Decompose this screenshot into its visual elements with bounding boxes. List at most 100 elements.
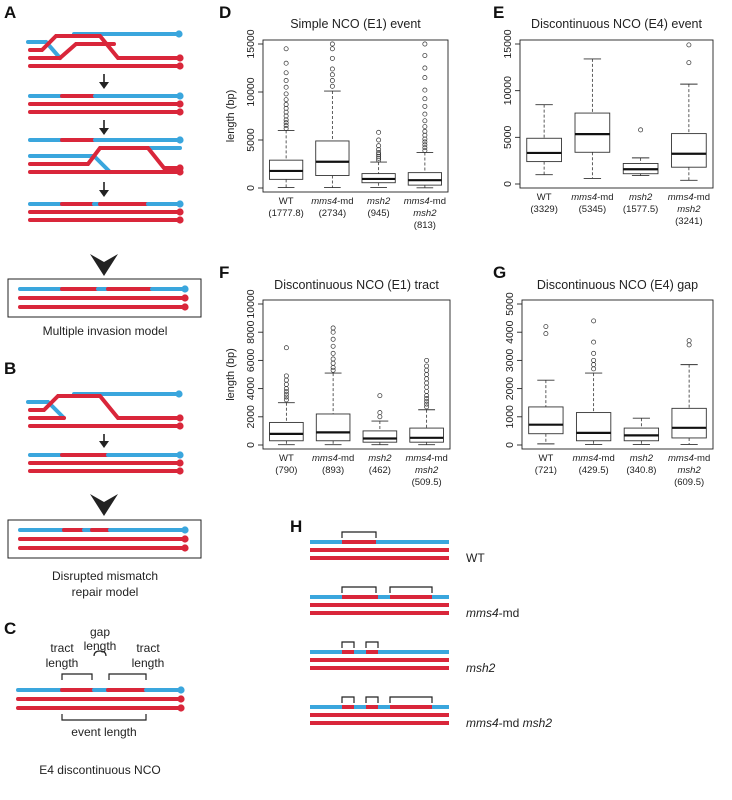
iqr-box xyxy=(269,421,304,442)
x-category-label: WT xyxy=(537,192,552,203)
outlier-point xyxy=(422,145,428,151)
outlier-point xyxy=(422,132,428,138)
box-2: mms4-md(429.5) xyxy=(573,318,615,476)
x-category-label-part: (509.5) xyxy=(412,477,442,488)
panel-h-row-4: mms4-md msh2 xyxy=(310,696,552,730)
panel-c-length-label-right: length xyxy=(132,656,165,670)
chart-title: Simple NCO (E1) event xyxy=(290,17,421,31)
outlier-point xyxy=(376,157,382,163)
outlier-point xyxy=(591,366,597,372)
outlier-point xyxy=(283,97,289,103)
y-axis-label: length (bp) xyxy=(225,90,237,143)
box-3: msh2(462) xyxy=(362,393,398,476)
outlier-point xyxy=(424,388,430,394)
y-tick-label: 0 xyxy=(245,442,257,448)
panel-g-label: G xyxy=(493,263,506,282)
x-category-label: (790) xyxy=(275,465,297,476)
outlier-point xyxy=(283,102,289,107)
panel-a-big-arrow xyxy=(90,254,118,276)
x-category-label: (609.5) xyxy=(674,477,704,488)
x-category-label: (2734) xyxy=(319,208,346,219)
plot-frame xyxy=(262,299,451,450)
outlier-point xyxy=(424,376,430,382)
y-tick-label: 3000 xyxy=(504,349,516,373)
outlier-point xyxy=(422,111,428,117)
outlier-point xyxy=(376,155,382,161)
panel-h-row-label: mms4-md msh2 xyxy=(466,716,552,730)
x-category-label: mms4-md xyxy=(668,453,710,464)
x-category-label-part: (1577.5) xyxy=(623,204,658,215)
y-tick-label: 15000 xyxy=(502,29,514,58)
x-category-label: mms4-md xyxy=(571,192,613,203)
outlier-point xyxy=(424,401,430,407)
x-category-label-part: msh2 xyxy=(677,204,701,215)
panel-a-step-2 xyxy=(28,92,184,116)
x-category-label-part: -md xyxy=(597,192,613,203)
outlier-point xyxy=(283,377,289,383)
box-1: WT(790) xyxy=(269,345,304,476)
outlier-point xyxy=(591,318,597,324)
panel-c-gap-length-label: length xyxy=(84,639,117,653)
plot-frame xyxy=(262,39,449,193)
tract-bracket xyxy=(365,641,379,648)
outlier-point xyxy=(283,78,289,83)
panel-c-label: C xyxy=(4,619,16,638)
outlier-point xyxy=(329,41,335,47)
outlier-point xyxy=(329,83,335,89)
y-tick-label: 10000 xyxy=(502,76,514,105)
panel-a-arrow-2 xyxy=(99,120,109,135)
box-2: mms4-md(893) xyxy=(312,325,354,476)
outlier-point xyxy=(283,109,289,115)
x-category-label-part: msh2 xyxy=(630,453,654,464)
outlier-point xyxy=(283,123,289,129)
outlier-point xyxy=(283,381,289,387)
chart-title: Discontinuous NCO (E4) gap xyxy=(537,278,698,292)
tract-bracket xyxy=(341,586,377,593)
box-3: msh2(1577.5) xyxy=(622,127,659,215)
outlier-point xyxy=(543,324,549,330)
panel-b-big-arrow xyxy=(90,494,118,516)
tract-bracket xyxy=(341,696,355,703)
x-category-label: msh2 xyxy=(367,196,391,207)
y-tick-label: 2000 xyxy=(504,377,516,401)
panel-c-length-label-left: length xyxy=(46,656,79,670)
outlier-point xyxy=(422,103,428,109)
outlier-point xyxy=(283,397,289,403)
panel-a-step-4 xyxy=(28,200,184,224)
x-category-label-part: -md xyxy=(694,192,710,203)
outlier-point xyxy=(283,46,289,52)
x-category-label-part: mms4 xyxy=(668,453,694,464)
x-category-label-part: mms4 xyxy=(311,196,337,207)
chart-d: Simple NCO (E1) event length (bp) 0 5000 100… xyxy=(225,17,449,231)
outlier-point xyxy=(422,136,428,142)
x-category-label-part: (2734) xyxy=(319,208,346,219)
tract-bracket xyxy=(365,696,379,703)
box-3: msh2(340.8) xyxy=(623,417,660,476)
x-category-label-part: msh2 xyxy=(368,453,392,464)
x-category-label: (5345) xyxy=(579,204,606,215)
outlier-point xyxy=(591,350,597,356)
panel-h-row-2: mms4-md xyxy=(310,586,519,620)
x-category-label-part: (3329) xyxy=(530,204,557,215)
outlier-point xyxy=(591,357,597,363)
x-category-label-part: (945) xyxy=(368,208,390,219)
outlier-point xyxy=(330,329,336,335)
outlier-point xyxy=(422,124,428,130)
outlier-point xyxy=(330,336,336,342)
x-category-label: msh2 xyxy=(629,192,653,203)
x-category-label-part: msh2 xyxy=(678,465,702,476)
panel-h-row-label-part: WT xyxy=(466,551,485,565)
panel-a: A xyxy=(4,3,202,338)
iqr-box xyxy=(407,172,442,186)
x-category-label-part: msh2 xyxy=(367,196,391,207)
box-1: WT(721) xyxy=(528,324,564,476)
outlier-point xyxy=(424,372,430,377)
x-category-label-part: -md xyxy=(338,453,354,464)
box-2: mms4-md(2734) xyxy=(311,41,354,219)
y-tick-label: 1000 xyxy=(504,405,516,429)
panel-b-arrow xyxy=(99,434,109,448)
box-charts: Simple NCO (E1) event length (bp) 0 5000 100… xyxy=(225,17,714,488)
x-category-label: (1577.5) xyxy=(623,204,658,215)
